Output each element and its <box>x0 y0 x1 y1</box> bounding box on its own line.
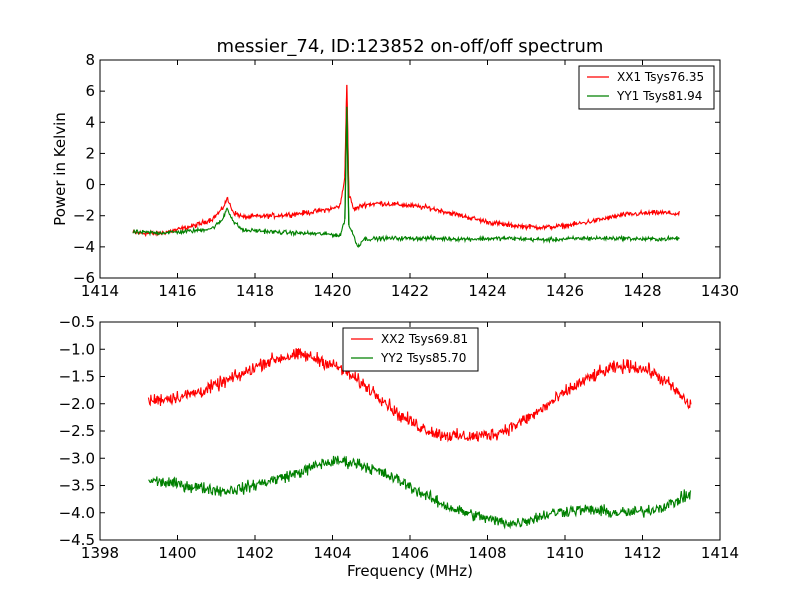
x-tick-label: 1404 <box>313 544 351 562</box>
x-tick-label: 1430 <box>701 282 739 300</box>
figure-title: messier_74, ID:123852 on-off/off spectru… <box>217 36 604 57</box>
x-tick-label: 1416 <box>158 282 196 300</box>
y-tick-label: −0.5 <box>59 313 95 331</box>
y-tick-label: 0 <box>85 176 95 194</box>
y-tick-label: −4.5 <box>59 531 95 549</box>
legend-label: XX1 Tsys76.35 <box>617 70 704 84</box>
legend-label: YY1 Tsys81.94 <box>616 89 702 103</box>
y-axis-label: Power in Kelvin <box>51 112 69 226</box>
y-tick-label: −3.5 <box>59 477 95 495</box>
y-tick-label: −2.5 <box>59 422 95 440</box>
series-line-1 <box>147 347 692 443</box>
top-panel: 1414 1416 1418 1420 1422 1424 1426 1428 1430 −6 −4… <box>51 51 739 300</box>
y-tick-label: −2.0 <box>59 395 95 413</box>
x-tick-label: 1412 <box>623 544 661 562</box>
y-tick-label: 2 <box>85 144 95 162</box>
y-tick-label: −1.5 <box>59 368 95 386</box>
legend-box <box>578 65 715 110</box>
legend-label: XX2 Tsys69.81 <box>381 332 468 346</box>
x-tick-label: 1420 <box>313 282 351 300</box>
x-tick-label: 1418 <box>236 282 274 300</box>
y-tick-label: −4 <box>73 238 95 256</box>
legend: XX1 Tsys76.35 YY1 Tsys81.94 <box>578 65 715 110</box>
series-line-1 <box>132 92 680 238</box>
x-tick-label: 1422 <box>391 282 429 300</box>
x-tick-label: 1424 <box>468 282 506 300</box>
x-tick-label: 1426 <box>546 282 584 300</box>
x-tick-label: 1414 <box>701 544 739 562</box>
legend-box <box>342 327 479 372</box>
legend: XX2 Tsys69.81 YY2 Tsys85.70 <box>342 327 479 372</box>
x-tick-label: 1428 <box>623 282 661 300</box>
y-tick-label: −4.0 <box>59 504 95 522</box>
series-line-2 <box>148 455 692 530</box>
x-tick-label: 1400 <box>158 544 196 562</box>
y-tick-label: −2 <box>73 207 95 225</box>
x-tick-label: 1402 <box>236 544 274 562</box>
series-peak-2 <box>344 106 350 226</box>
y-tick-label: 6 <box>85 82 95 100</box>
x-tick-label: 1410 <box>546 544 584 562</box>
x-tick-label: 1414 <box>81 282 119 300</box>
series-line-2 <box>132 118 680 249</box>
y-tick-label: 8 <box>85 51 95 69</box>
y-tick-label: −6 <box>73 269 95 287</box>
x-tick-label: 1406 <box>391 544 429 562</box>
x-axis-label: Frequency (MHz) <box>347 562 473 580</box>
x-tick-label: 1408 <box>468 544 506 562</box>
x-tick-label: 1398 <box>81 544 119 562</box>
bottom-panel: 1398 1400 1402 1404 1406 1408 1410 1412 1414 −4.5… <box>59 313 740 580</box>
legend-label: YY2 Tsys85.70 <box>380 351 466 365</box>
y-tick-label: −1.0 <box>59 340 95 358</box>
y-tick-label: −3.0 <box>59 449 95 467</box>
y-tick-label: 4 <box>85 113 95 131</box>
